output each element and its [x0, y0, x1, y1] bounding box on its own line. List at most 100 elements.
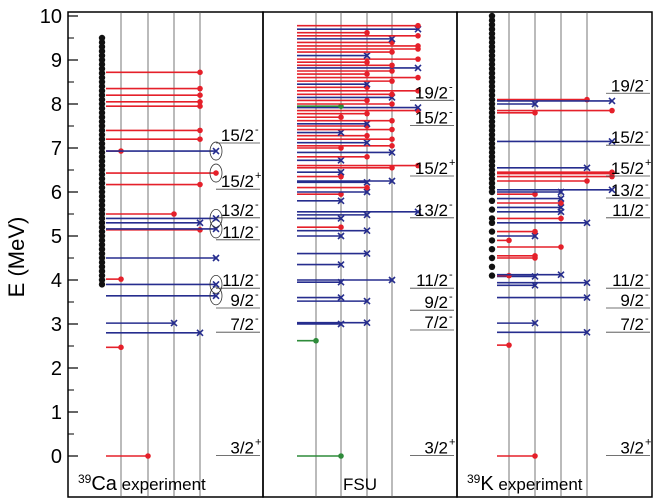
level-cross — [363, 297, 371, 305]
level-endpoint — [338, 224, 344, 230]
level-dot — [98, 39, 106, 46]
level-cross — [212, 147, 220, 155]
spin-parity: - — [449, 81, 453, 93]
tentative-paren — [209, 286, 223, 306]
spin-parity: - — [645, 179, 649, 191]
panel-ca39: 3/2 +7/2 -9/2 -11/2 -11/2 -13/2 -15/2 +15/2 -39C… — [67, 11, 264, 498]
spin-label: 7/2 — [424, 313, 448, 332]
panel-label-suffix: experiment — [117, 475, 206, 494]
level-dot — [488, 61, 496, 68]
level-endpoint — [506, 237, 512, 244]
level-cross — [212, 292, 220, 300]
level-dot — [488, 21, 496, 28]
spin-label: 15/2 — [415, 108, 448, 127]
spin-parity: + — [255, 436, 261, 448]
level-endpoint — [558, 200, 564, 206]
level-dot — [488, 114, 496, 121]
level-cross — [212, 254, 220, 262]
level-cross — [337, 129, 345, 137]
y-tick-label: 8 — [51, 94, 62, 116]
level-dot — [98, 162, 106, 169]
level-dot — [98, 268, 106, 275]
level-dot — [98, 188, 106, 196]
level-dot — [98, 175, 106, 182]
spin-label: 9/2 — [230, 291, 254, 310]
level-dot — [488, 122, 496, 130]
level-endpoint — [532, 110, 538, 116]
panel-label: 39K experiment — [467, 472, 583, 495]
level-dot — [98, 56, 106, 64]
level-endpoint — [532, 253, 538, 259]
level-dot — [488, 215, 496, 222]
level-cross — [363, 120, 371, 128]
spin-parity: - — [645, 269, 649, 281]
level-dot — [98, 215, 106, 222]
level-dot — [488, 254, 496, 262]
spin-label: 19/2 — [415, 83, 448, 102]
spin-parity: - — [449, 106, 453, 118]
level-endpoint — [338, 114, 344, 120]
spin-label: 15/2 — [611, 159, 644, 178]
level-dot — [98, 83, 106, 90]
level-cross — [531, 232, 539, 240]
level-dot — [488, 158, 496, 165]
spin-label: 11/2 — [416, 271, 448, 290]
spin-label: 11/2 — [222, 271, 254, 290]
level-dot — [488, 166, 496, 174]
level-dot — [488, 197, 496, 204]
level-dot — [98, 263, 106, 270]
level-endpoint — [364, 59, 370, 65]
y-tick-label: 5 — [51, 226, 62, 248]
spin-label: 3/2 — [620, 438, 644, 457]
level-dot — [98, 43, 106, 50]
level-endpoint — [197, 136, 203, 142]
level-cross — [583, 294, 591, 302]
level-endpoint — [415, 43, 421, 49]
spin-parity: + — [449, 436, 455, 448]
level-dot — [98, 105, 106, 112]
level-dot — [98, 259, 106, 266]
level-cross — [337, 156, 345, 164]
spin-parity: - — [449, 291, 453, 303]
level-dot — [98, 109, 106, 117]
level-cross — [363, 52, 371, 60]
y-tick-label: 7 — [51, 138, 62, 160]
level-endpoint — [364, 71, 370, 77]
level-dot — [98, 193, 106, 200]
panel-label: 39Ca experiment — [78, 472, 206, 495]
level-dot — [98, 228, 106, 235]
mass-number: 39 — [78, 472, 92, 486]
spin-label: 13/2 — [221, 201, 254, 220]
level-endpoint — [313, 337, 319, 344]
spin-parity: - — [255, 269, 259, 281]
level-dot — [488, 39, 496, 46]
level-endpoint — [389, 78, 395, 84]
level-dot — [488, 171, 496, 178]
level-endpoint — [415, 88, 421, 94]
level-dot — [98, 100, 106, 108]
spin-label: 11/2 — [612, 271, 644, 290]
panels: 3/2 +7/2 -9/2 -11/2 -11/2 -13/2 -15/2 +15/2 -39C… — [67, 11, 653, 498]
spin-parity: + — [449, 157, 455, 169]
level-dot — [488, 65, 496, 73]
level-endpoint — [197, 103, 203, 109]
level-dot — [488, 246, 496, 253]
level-dot — [488, 43, 496, 50]
level-endpoint — [415, 74, 421, 81]
level-cross — [388, 177, 396, 185]
level-endpoint — [213, 170, 219, 176]
spin-parity: + — [255, 170, 261, 182]
tentative-paren — [209, 163, 223, 183]
level-dot — [98, 78, 106, 86]
level-dot — [488, 144, 496, 152]
spin-label: 15/2 — [221, 126, 254, 145]
level-dot — [488, 219, 496, 226]
level-dot — [98, 184, 106, 191]
level-dot — [488, 87, 496, 95]
nucleus-symbol: Ca — [91, 473, 117, 495]
level-cross — [363, 250, 371, 258]
level-endpoint — [609, 169, 615, 175]
spin-label: 15/2 — [611, 128, 644, 147]
level-dot — [98, 281, 106, 288]
level-dot — [488, 206, 496, 213]
